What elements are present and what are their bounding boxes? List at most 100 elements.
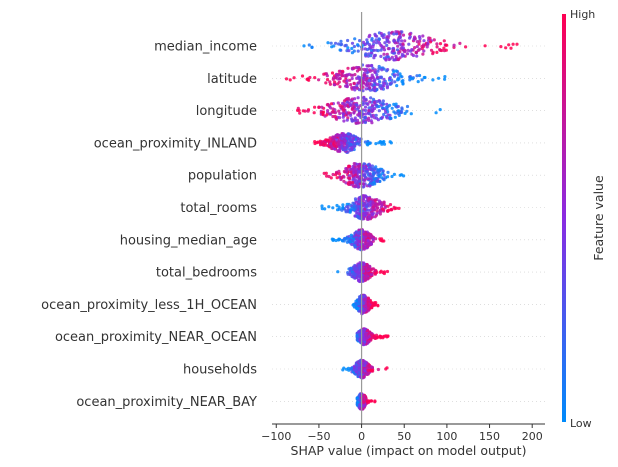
x-tick-label: 200	[522, 430, 543, 443]
shap-point	[305, 77, 309, 81]
shap-point	[355, 107, 359, 111]
shap-point	[452, 43, 456, 47]
shap-point	[420, 47, 424, 51]
shap-point	[363, 364, 367, 368]
shap-point	[363, 369, 367, 373]
shap-point	[350, 51, 354, 55]
shap-point	[377, 141, 381, 145]
shap-point	[403, 39, 407, 43]
shap-point	[443, 77, 447, 81]
x-tick-label: 100	[436, 430, 457, 443]
shap-point	[361, 237, 365, 241]
shap-point	[308, 75, 312, 80]
shap-point	[361, 81, 365, 85]
shap-point	[368, 86, 372, 90]
shap-point	[464, 45, 468, 49]
shap-point	[366, 309, 370, 313]
shap-point	[363, 47, 367, 51]
shap-point	[356, 49, 360, 53]
shap-point	[334, 238, 338, 243]
shap-point	[405, 104, 410, 109]
shap-point	[363, 241, 367, 246]
shap-point	[373, 88, 377, 93]
shap-point	[371, 109, 375, 113]
shap-point	[395, 48, 400, 52]
shap-point	[458, 41, 462, 46]
shap-point	[341, 368, 345, 372]
shap-point	[328, 80, 332, 84]
shap-point	[382, 173, 386, 177]
shap-point	[378, 101, 382, 105]
shap-point	[341, 115, 345, 119]
shap-point	[356, 247, 360, 251]
shap-point	[349, 266, 353, 270]
shap-point	[372, 166, 376, 170]
shap-point	[335, 176, 339, 180]
shap-point	[346, 205, 350, 209]
shap-point	[376, 206, 380, 210]
shap-point	[349, 83, 353, 87]
shap-point	[348, 167, 352, 171]
shap-point	[350, 46, 354, 51]
shap-point	[372, 100, 377, 105]
shap-point	[333, 80, 337, 84]
shap-point	[330, 110, 334, 114]
shap-point	[407, 42, 411, 46]
shap-point	[380, 142, 384, 146]
shap-point	[387, 31, 391, 35]
shap-point	[442, 49, 446, 53]
shap-point	[331, 237, 336, 242]
shap-point	[329, 144, 333, 148]
shap-point	[323, 142, 327, 146]
x-tick-label: 50	[397, 430, 411, 443]
shap-point	[300, 74, 305, 78]
shap-point	[388, 76, 392, 80]
shap-point	[381, 99, 385, 103]
shap-point	[337, 237, 341, 241]
shap-point	[357, 212, 362, 216]
shap-point	[348, 143, 352, 147]
shap-point	[499, 45, 503, 49]
feature-label: median_income	[154, 40, 257, 55]
shap-point	[362, 247, 366, 251]
shap-point	[352, 44, 356, 49]
shap-point	[393, 115, 397, 119]
shap-point	[292, 76, 296, 80]
shap-point	[370, 365, 374, 369]
shap-point	[371, 201, 375, 205]
shap-point	[373, 70, 377, 74]
shap-point	[364, 336, 369, 340]
shap-point	[341, 203, 345, 207]
shap-point	[392, 48, 396, 53]
shap-point	[380, 176, 384, 180]
shap-point	[363, 101, 367, 105]
shap-point	[347, 49, 351, 53]
shap-point	[390, 174, 394, 179]
shap-point	[352, 302, 356, 306]
shap-point	[434, 111, 438, 115]
shap-point	[432, 38, 436, 42]
shap-point	[422, 75, 426, 80]
shap-point	[385, 86, 389, 90]
shap-point	[377, 109, 381, 113]
shap-point	[370, 164, 374, 168]
shap-point	[371, 76, 375, 80]
shap-point	[368, 184, 372, 188]
shap-point	[354, 121, 358, 125]
shap-point	[347, 135, 351, 139]
shap-point	[353, 167, 357, 171]
shap-point	[425, 45, 429, 49]
shap-point	[382, 52, 386, 56]
shap-point	[372, 56, 376, 60]
shap-point	[325, 74, 329, 78]
shap-point	[397, 206, 401, 210]
shap-point	[376, 69, 380, 73]
shap-point	[344, 43, 348, 47]
shap-point	[386, 38, 390, 43]
shap-point	[376, 49, 380, 53]
shap-point	[365, 202, 370, 206]
shap-point	[341, 206, 345, 210]
shap-point	[352, 368, 356, 372]
shap-point	[373, 53, 377, 58]
shap-point	[388, 103, 392, 107]
